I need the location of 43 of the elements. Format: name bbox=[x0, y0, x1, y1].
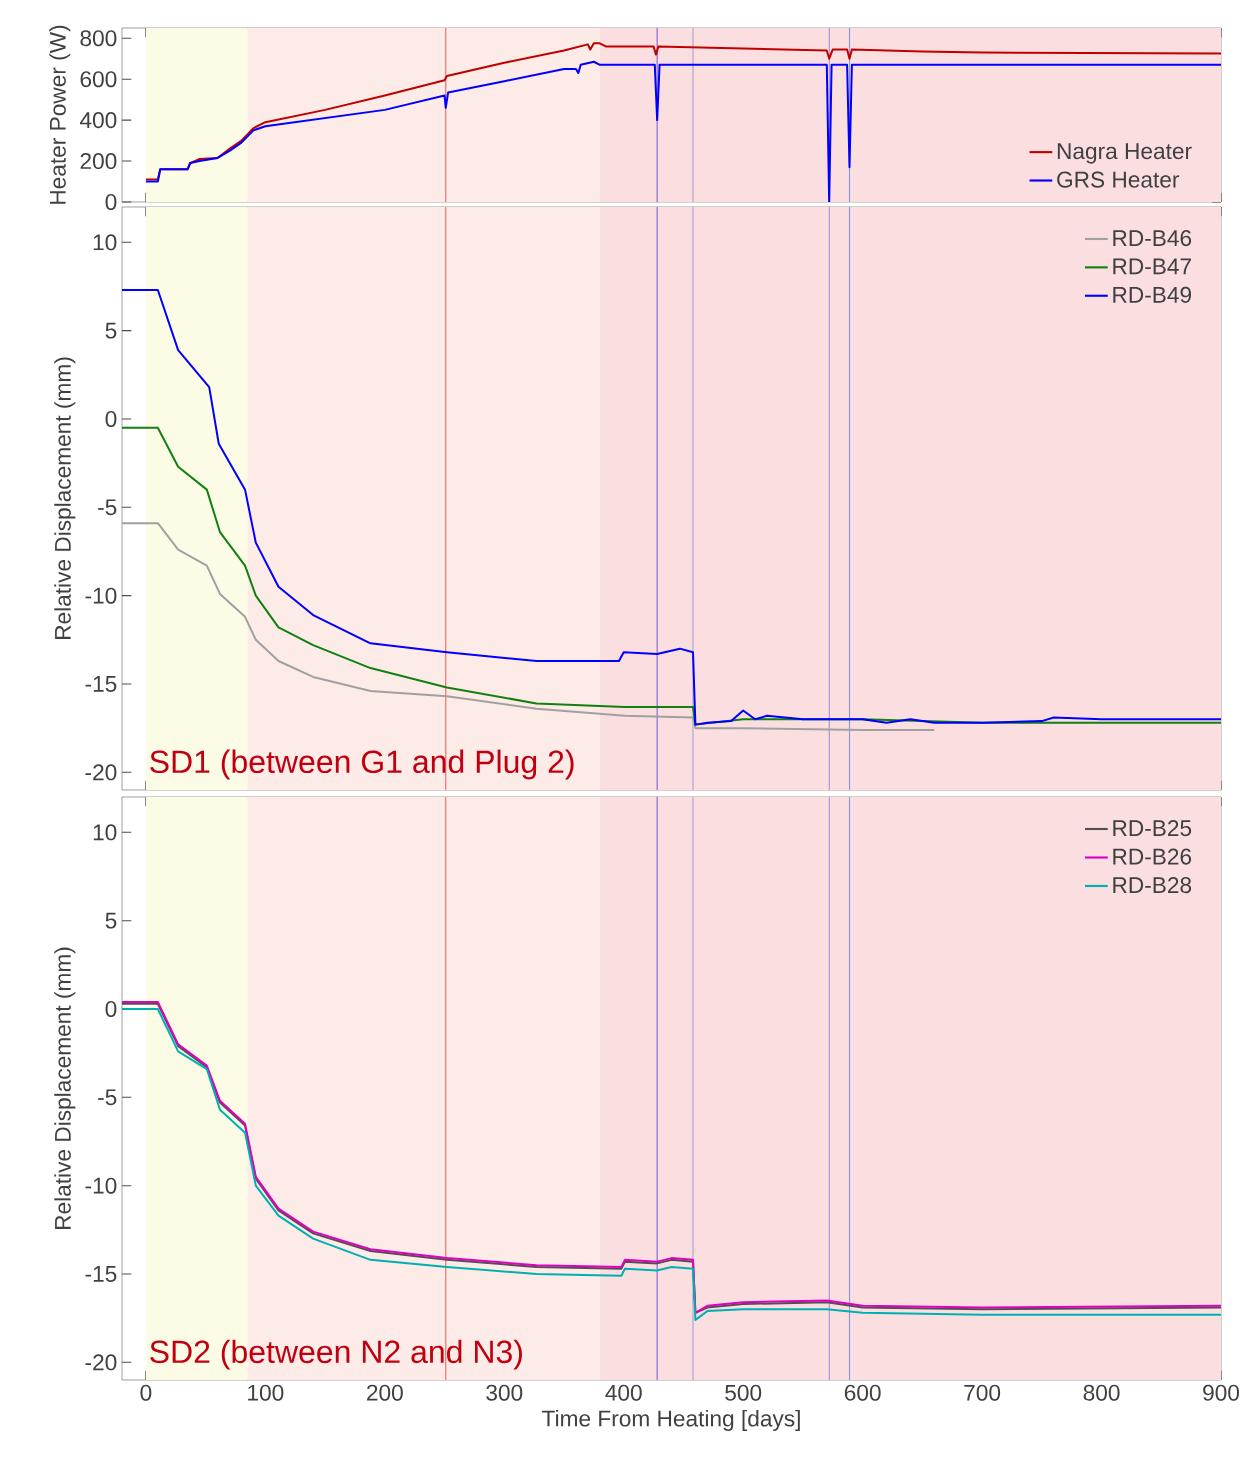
x-tick-label: 500 bbox=[725, 1384, 762, 1401]
legend-label: RD-B47 bbox=[1113, 258, 1191, 275]
legend-label: GRS Heater bbox=[1057, 171, 1180, 188]
annotation: SD1 (between G1 and Plug 2) bbox=[150, 749, 574, 780]
x-tick-label: 900 bbox=[1203, 1384, 1240, 1401]
y-tick-label: -5 bbox=[98, 1089, 117, 1106]
y-axis-title: Relative Displacement (mm) bbox=[54, 947, 76, 1229]
y-tick-label: -10 bbox=[85, 1177, 117, 1194]
y-tick-label: -15 bbox=[85, 1266, 117, 1282]
x-tick-label: 600 bbox=[844, 1384, 881, 1401]
y-tick-label: 10 bbox=[93, 234, 117, 251]
x-tick-label: 800 bbox=[1083, 1384, 1120, 1401]
legend-label: RD-B49 bbox=[1113, 286, 1192, 303]
y-tick-label: -15 bbox=[85, 676, 117, 692]
y-tick-label: 800 bbox=[80, 30, 117, 47]
y-tick-label: -20 bbox=[85, 1354, 117, 1371]
legend-label: Nagra Heater bbox=[1057, 143, 1192, 164]
legend-label: RD-B46 bbox=[1113, 230, 1192, 247]
y-tick-label: 0 bbox=[105, 193, 117, 211]
legend-label: RD-B28 bbox=[1113, 877, 1192, 894]
y-tick-label: 600 bbox=[80, 71, 117, 88]
x-tick-label: 700 bbox=[964, 1384, 1001, 1401]
y-tick-label: 200 bbox=[80, 153, 117, 170]
y-axis-title: Relative Displacement (mm) bbox=[54, 357, 76, 639]
legend-label: RD-B26 bbox=[1113, 848, 1192, 865]
x-tick-label: 300 bbox=[486, 1384, 523, 1401]
y-axis-title: Heater Power (W) bbox=[49, 25, 71, 204]
y-tick-label: 0 bbox=[105, 1000, 117, 1018]
y-tick-label: -5 bbox=[98, 499, 117, 516]
x-axis-title: Time From Heating [days] bbox=[542, 1409, 800, 1432]
y-tick-label: -10 bbox=[85, 587, 117, 604]
x-tick-label: 0 bbox=[140, 1384, 152, 1401]
annotation: SD2 (between N2 and N3) bbox=[150, 1339, 522, 1370]
x-tick-label: 200 bbox=[367, 1384, 403, 1401]
x-tick-label: 100 bbox=[248, 1384, 284, 1401]
y-tick-label: 5 bbox=[105, 912, 117, 929]
legend-label: RD-B25 bbox=[1113, 820, 1192, 837]
y-tick-label: 0 bbox=[105, 410, 117, 428]
y-tick-label: -20 bbox=[85, 764, 117, 781]
x-tick-label: 400 bbox=[605, 1384, 642, 1401]
y-tick-label: 10 bbox=[93, 824, 117, 841]
y-tick-label: 5 bbox=[105, 322, 117, 339]
y-tick-label: 400 bbox=[79, 112, 117, 129]
